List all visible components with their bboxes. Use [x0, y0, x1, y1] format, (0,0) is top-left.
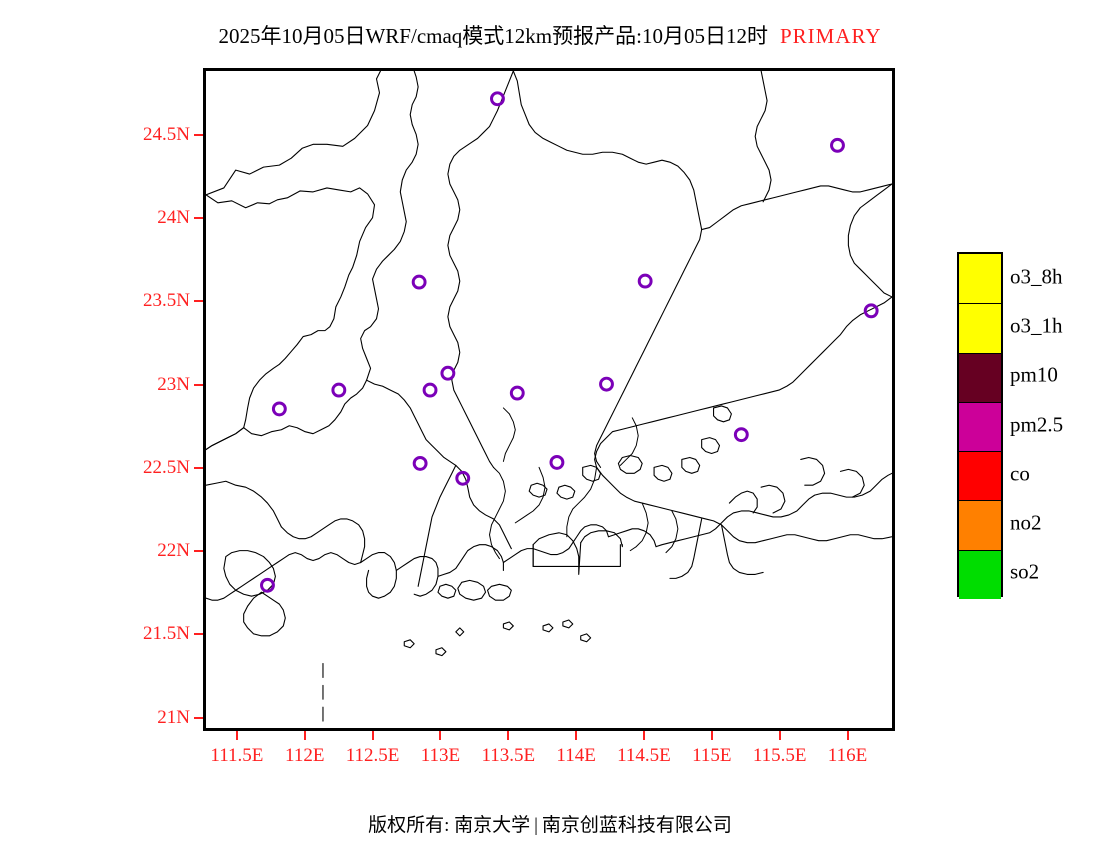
- station-marker[interactable]: [412, 455, 428, 471]
- station-marker[interactable]: [440, 365, 456, 381]
- footer-separator: |: [534, 815, 538, 836]
- map-vector-layer: [206, 71, 892, 722]
- station-marker[interactable]: [260, 577, 275, 593]
- station-marker[interactable]: [549, 454, 565, 470]
- x-axis-tick: [371, 731, 374, 740]
- y-axis-label: 23.5N: [143, 290, 190, 312]
- legend-divider: [959, 451, 1001, 453]
- legend-swatch[interactable]: [959, 254, 1001, 304]
- x-axis-tick: [778, 731, 781, 740]
- y-axis-label: 24.5N: [143, 123, 190, 145]
- legend-swatch[interactable]: [959, 549, 1001, 599]
- y-axis-tick: [194, 133, 203, 136]
- legend-swatch[interactable]: [959, 451, 1001, 501]
- x-axis-label: 115E: [692, 745, 732, 766]
- station-marker[interactable]: [411, 274, 427, 290]
- x-axis-label: 111.5E: [210, 745, 264, 766]
- legend-label: o3_1h: [1010, 313, 1063, 338]
- x-axis-label: 112E: [285, 745, 325, 766]
- legend-swatch[interactable]: [959, 303, 1001, 353]
- footer-copyright-text: 版权所有: 南京大学: [368, 815, 531, 836]
- legend-swatch[interactable]: [959, 500, 1001, 550]
- title-main-text: 2025年10月05日WRF/cmaq模式12km预报产品:10月05日12时: [218, 24, 768, 48]
- legend-divider: [959, 500, 1001, 502]
- legend-divider: [959, 352, 1001, 354]
- y-axis-tick: [194, 716, 203, 719]
- x-axis-tick: [846, 731, 849, 740]
- legend-divider: [959, 401, 1001, 403]
- y-axis-tick: [194, 300, 203, 303]
- y-axis-tick: [194, 383, 203, 386]
- chart-title: 2025年10月05日WRF/cmaq模式12km预报产品:10月05日12时 P…: [0, 20, 1100, 50]
- x-axis-tick: [642, 731, 645, 740]
- x-axis-label: 112.5E: [345, 745, 400, 766]
- legend-label: o3_8h: [1010, 264, 1063, 289]
- x-axis-tick: [507, 731, 510, 740]
- legend-color-bar[interactable]: [957, 252, 1003, 599]
- x-axis-label: 114E: [556, 745, 596, 766]
- y-axis-tick: [194, 216, 203, 219]
- legend-label: co: [1010, 461, 1030, 486]
- x-axis-tick: [303, 731, 306, 740]
- y-axis-label: 24N: [157, 206, 190, 228]
- x-axis-tick: [235, 731, 238, 740]
- station-marker[interactable]: [455, 470, 471, 486]
- x-axis-tick: [575, 731, 578, 740]
- x-axis-label: 113.5E: [481, 745, 536, 766]
- station-marker[interactable]: [422, 382, 438, 398]
- x-axis-label: 115.5E: [752, 745, 807, 766]
- station-marker[interactable]: [490, 91, 505, 107]
- title-primary-label: PRIMARY: [779, 24, 882, 48]
- station-marker[interactable]: [733, 427, 749, 443]
- y-axis-label: 22N: [157, 540, 190, 562]
- footer-company-text: 南京创蓝科技有限公司: [541, 815, 732, 836]
- coastline: [206, 405, 892, 722]
- x-axis-label: 116E: [827, 745, 868, 766]
- y-axis-tick: [194, 633, 203, 636]
- x-axis-label: 113E: [420, 745, 461, 766]
- station-marker[interactable]: [331, 382, 347, 398]
- station-marker[interactable]: [830, 137, 845, 153]
- legend-label: so2: [1010, 559, 1040, 584]
- station-marker[interactable]: [509, 385, 525, 401]
- x-axis-tick: [710, 731, 713, 740]
- legend-divider: [959, 549, 1001, 551]
- legend-label: no2: [1010, 510, 1042, 535]
- legend-swatch[interactable]: [959, 401, 1001, 452]
- station-markers[interactable]: [260, 91, 879, 593]
- y-axis-tick: [194, 466, 203, 469]
- map-plot-area[interactable]: [203, 68, 895, 731]
- footer-copyright: 版权所有: 南京大学 | 南京创蓝科技有限公司: [0, 810, 1100, 837]
- x-axis-label: 114.5E: [617, 745, 671, 766]
- y-axis-label: 21N: [157, 706, 190, 728]
- legend-divider: [959, 303, 1001, 305]
- y-axis-label: 23N: [157, 373, 190, 395]
- station-marker[interactable]: [863, 303, 879, 319]
- sub-region-lines: [489, 407, 679, 560]
- legend-swatch[interactable]: [959, 352, 1001, 402]
- y-axis-label: 22.5N: [143, 456, 190, 478]
- station-marker[interactable]: [271, 401, 287, 417]
- legend-label: pm2.5: [1010, 412, 1064, 436]
- y-axis-label: 21.5N: [143, 623, 190, 645]
- station-marker[interactable]: [637, 273, 653, 289]
- y-axis-tick: [194, 550, 203, 553]
- x-axis-tick: [439, 731, 442, 740]
- legend-label: pm10: [1010, 362, 1058, 387]
- station-marker[interactable]: [599, 376, 614, 392]
- province-boundaries: [206, 71, 892, 587]
